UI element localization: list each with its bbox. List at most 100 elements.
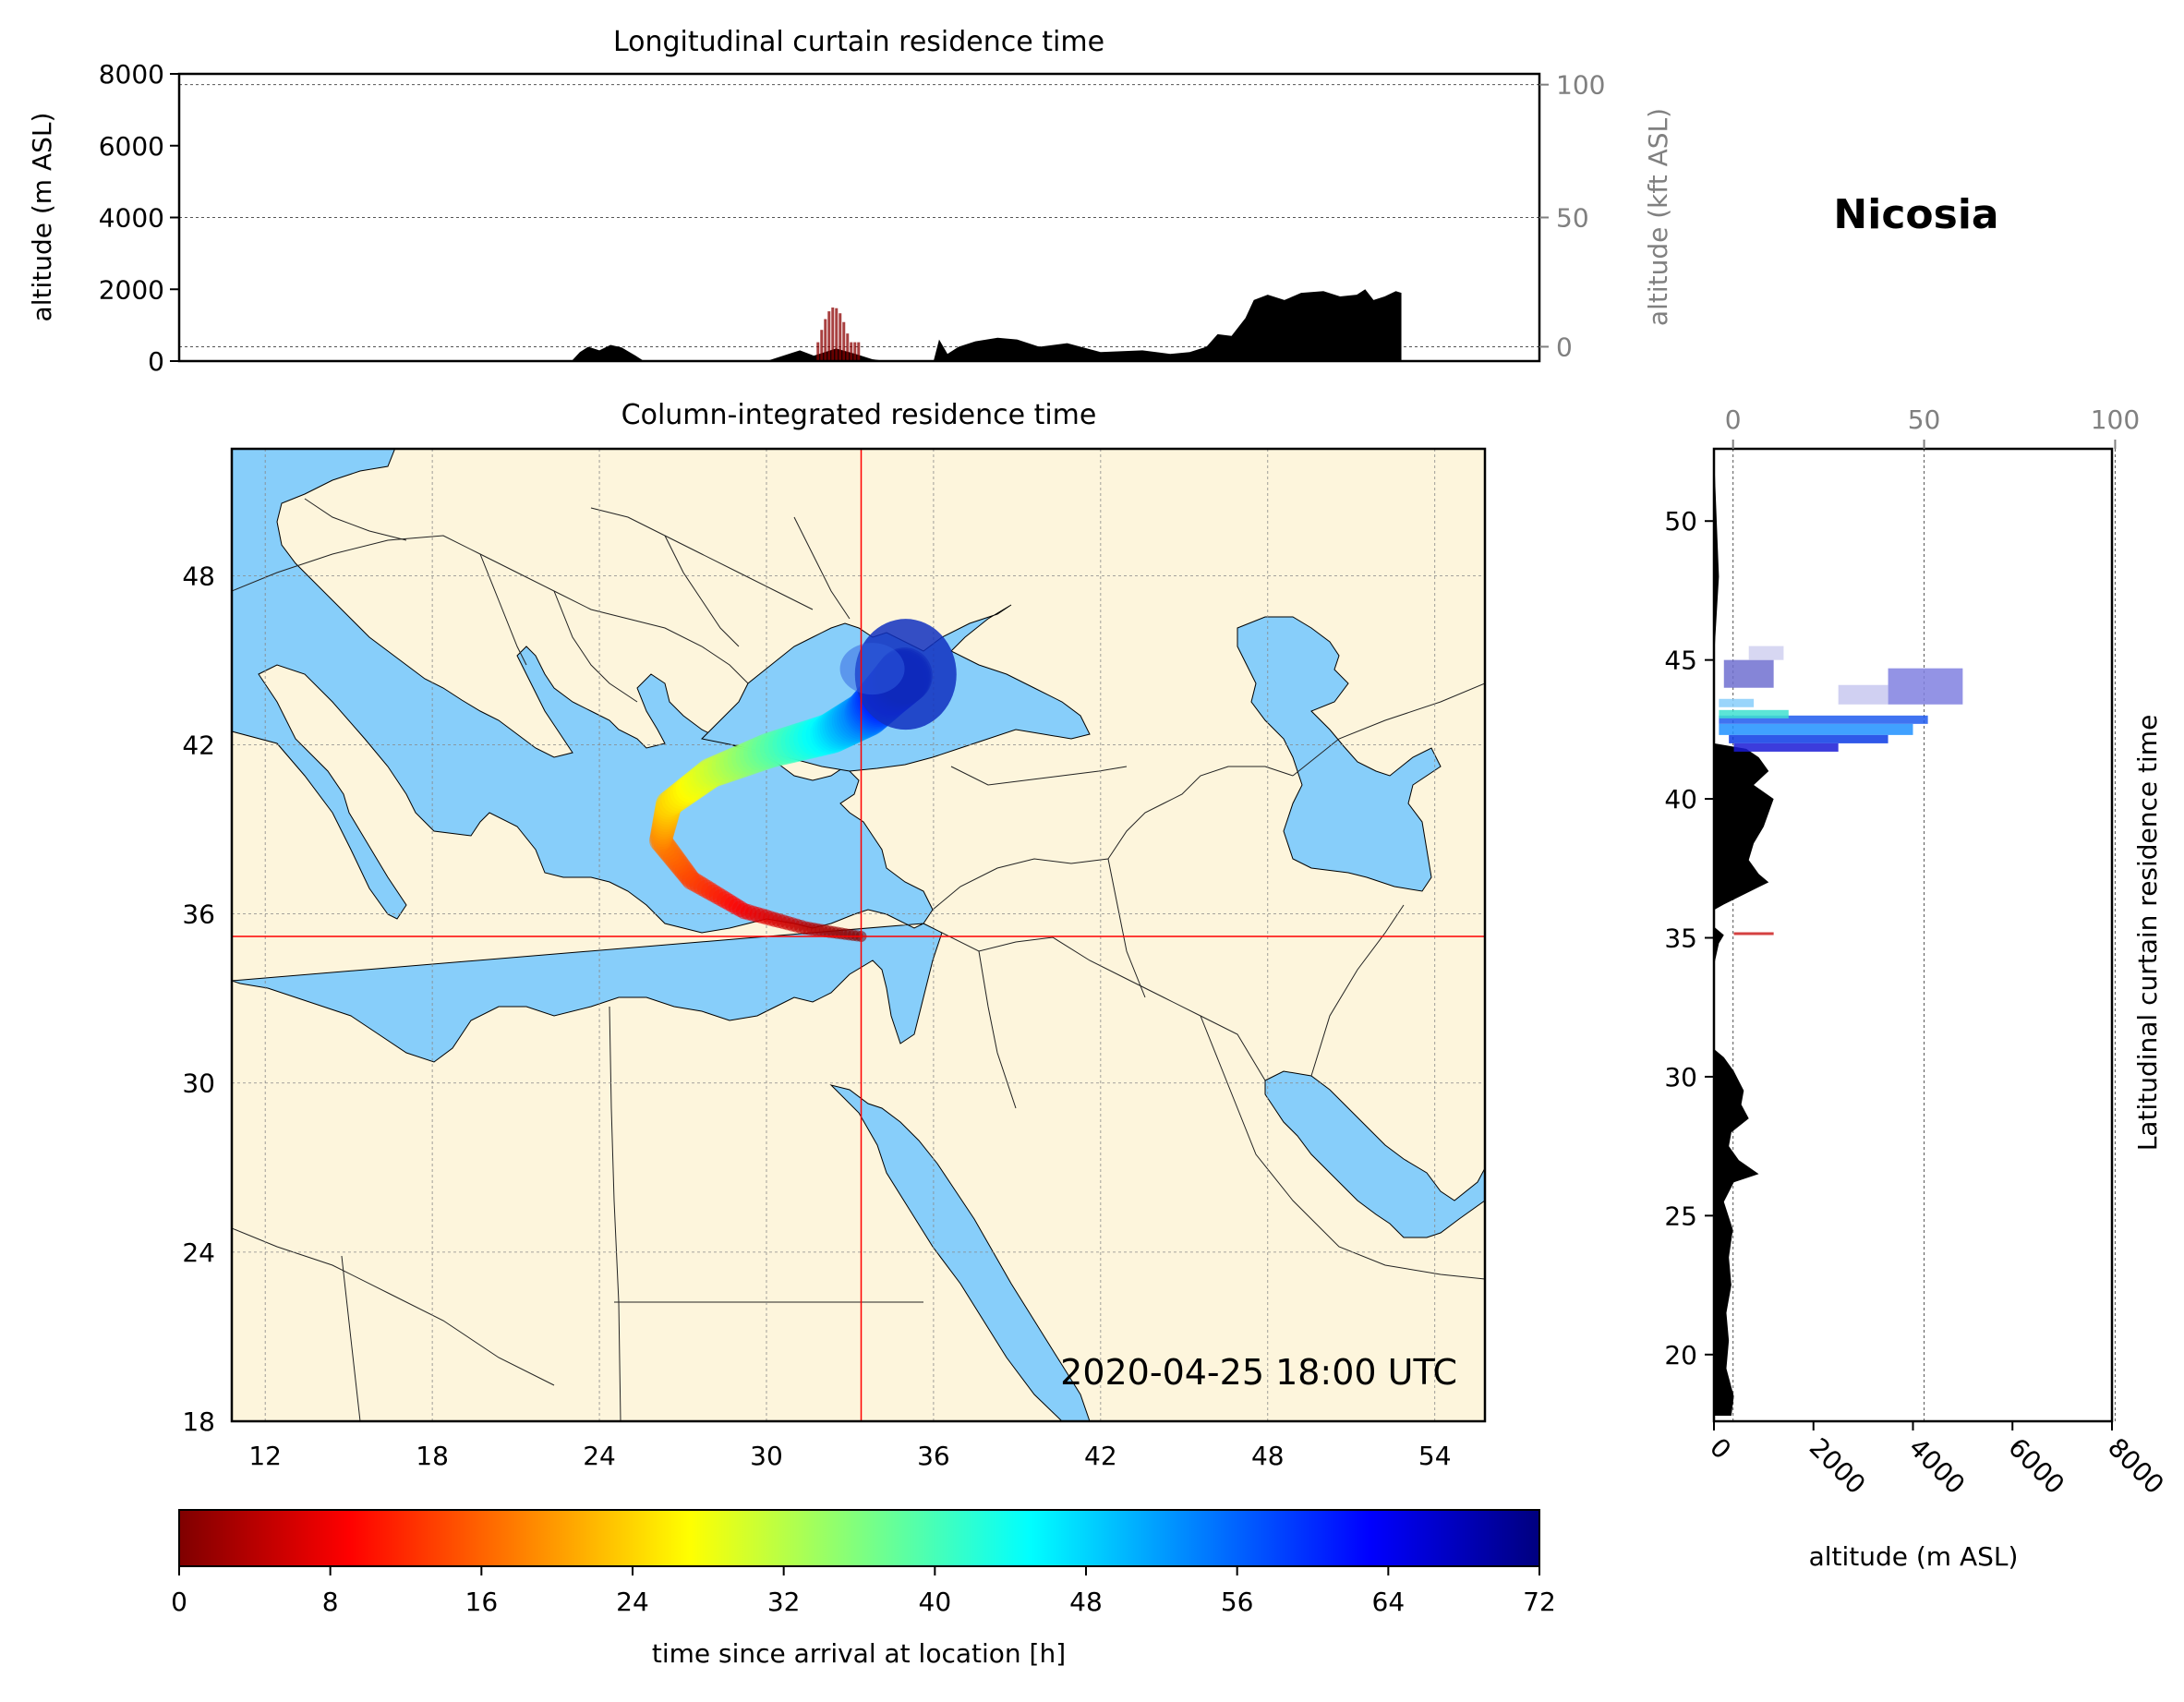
map-y-tick-label: 42 bbox=[182, 730, 215, 760]
lat-tick-label: 35 bbox=[1664, 923, 1697, 954]
map-x-tick-label: 42 bbox=[1084, 1441, 1117, 1471]
colorbar-tick-label: 8 bbox=[322, 1587, 339, 1617]
alt-tick-label: 2000 bbox=[1804, 1432, 1872, 1501]
alt-tick-label: 8000 bbox=[2102, 1432, 2170, 1501]
map-x-tick-label: 24 bbox=[583, 1441, 616, 1471]
residence-cell bbox=[835, 308, 839, 361]
map-y-ticks: 18 24 30 36 42 48 bbox=[182, 561, 215, 1437]
persian-gulf bbox=[1264, 1070, 1485, 1238]
residence-plume bbox=[649, 619, 957, 943]
longitudinal-curtain-panel: Longitudinal curtain residence time 0 200… bbox=[27, 26, 1673, 377]
residence-cell bbox=[820, 330, 824, 361]
right-gridlines bbox=[1732, 449, 2116, 1421]
map-y-tick-label: 24 bbox=[182, 1237, 215, 1268]
residence-cell bbox=[816, 342, 820, 361]
residence-cell bbox=[831, 307, 835, 361]
alt-tick-label: 6000 bbox=[2002, 1432, 2070, 1501]
column-integrated-panel: Column-integrated residence time bbox=[182, 399, 1487, 1471]
valid-time-label: 2020-04-25 18:00 UTC bbox=[1060, 1352, 1457, 1393]
y-tick-label: 0 bbox=[148, 346, 164, 377]
station-name: Nicosia bbox=[1833, 191, 1998, 238]
colorbar-tick-label: 56 bbox=[1221, 1587, 1254, 1617]
plume-fringe bbox=[839, 643, 905, 695]
longitudinal-residence-cells bbox=[816, 307, 861, 361]
latitudinal-terrain-area bbox=[1714, 452, 1774, 1416]
map-x-tick-label: 12 bbox=[248, 1441, 282, 1471]
country-borders bbox=[232, 498, 1485, 1421]
residence-band bbox=[1723, 659, 1774, 688]
lat-tick-label: 50 bbox=[1664, 506, 1697, 537]
kft-tick-label: 100 bbox=[2091, 404, 2140, 435]
map-x-tick-label: 18 bbox=[416, 1441, 449, 1471]
residence-cell bbox=[842, 321, 846, 361]
latitudinal-x-ticks: 0 2000 4000 6000 8000 bbox=[1704, 1421, 2170, 1500]
latitudinal-xlabel: altitude (m ASL) bbox=[1809, 1541, 2019, 1572]
kft-tick-label: 0 bbox=[1725, 404, 1742, 435]
longitudinal-ylabel: altitude (m ASL) bbox=[27, 113, 57, 322]
longitudinal-ylabel-right: altitude (kft ASL) bbox=[1643, 108, 1673, 326]
map-y-tick-label: 36 bbox=[182, 899, 215, 930]
map-x-tick-label: 48 bbox=[1251, 1441, 1285, 1471]
y-tick-label: 8000 bbox=[99, 59, 164, 90]
longitudinal-terrain-area bbox=[501, 289, 1402, 361]
colorbar-tick-label: 16 bbox=[465, 1587, 499, 1617]
colorbar: 0 8 16 24 32 40 48 56 64 72 time since arrival at… bbox=[171, 1509, 1556, 1669]
map-x-ticks: 12 18 24 30 36 42 48 54 bbox=[248, 1441, 1451, 1471]
residence-band bbox=[1733, 932, 1774, 935]
residence-band bbox=[1719, 715, 1928, 724]
map-y-tick-label: 30 bbox=[182, 1068, 215, 1099]
y-right-tick-label: 100 bbox=[1556, 70, 1605, 101]
colorbar-gradient bbox=[178, 1509, 1540, 1567]
y-tick-label: 2000 bbox=[99, 274, 164, 305]
colorbar-tick-label: 72 bbox=[1523, 1587, 1556, 1617]
residence-cell bbox=[857, 342, 861, 361]
kft-tick-label: 50 bbox=[1908, 404, 1941, 435]
caspian-sea bbox=[1237, 616, 1442, 892]
lat-tick-label: 30 bbox=[1664, 1062, 1697, 1092]
longitudinal-y-ticks: 0 2000 4000 6000 8000 bbox=[99, 59, 179, 377]
latitudinal-x-ticks-top: 0 50 100 bbox=[1725, 404, 2140, 449]
map-x-tick-label: 30 bbox=[750, 1441, 783, 1471]
red-sea bbox=[829, 1084, 1091, 1421]
residence-band bbox=[1719, 723, 1913, 735]
y-tick-label: 6000 bbox=[99, 131, 164, 162]
residence-cell bbox=[853, 342, 857, 361]
y-right-tick-label: 50 bbox=[1556, 203, 1589, 234]
residence-cell bbox=[827, 311, 831, 361]
column-integrated-title: Column-integrated residence time bbox=[621, 399, 1097, 431]
lat-tick-label: 20 bbox=[1664, 1340, 1697, 1370]
colorbar-tick-label: 32 bbox=[767, 1587, 801, 1617]
longitudinal-curtain-title: Longitudinal curtain residence time bbox=[613, 26, 1104, 58]
alt-tick-label: 4000 bbox=[1903, 1432, 1972, 1501]
residence-band bbox=[1729, 734, 1888, 743]
colorbar-tick-label: 24 bbox=[616, 1587, 649, 1617]
colorbar-label: time since arrival at location [h] bbox=[652, 1638, 1066, 1669]
latitudinal-ylabel: Latitudinal curtain residence time bbox=[2132, 715, 2163, 1152]
lat-tick-label: 25 bbox=[1664, 1201, 1697, 1231]
map-y-tick-label: 48 bbox=[182, 561, 215, 591]
colorbar-ticks: 0 8 16 24 32 40 48 56 64 72 bbox=[171, 1566, 1556, 1617]
residence-cell bbox=[824, 319, 827, 361]
colorbar-tick-label: 0 bbox=[171, 1587, 187, 1617]
lat-tick-label: 40 bbox=[1664, 784, 1697, 815]
map-x-tick-label: 54 bbox=[1418, 1441, 1452, 1471]
map-frame bbox=[230, 447, 1487, 1423]
residence-band bbox=[1733, 742, 1839, 752]
map-gridlines bbox=[232, 449, 1485, 1421]
map-x-tick-label: 36 bbox=[917, 1441, 950, 1471]
longitudinal-y-ticks-right: 0 50 100 bbox=[1539, 70, 1605, 362]
y-right-tick-label: 0 bbox=[1556, 332, 1573, 362]
residence-cell bbox=[846, 333, 850, 361]
residence-band bbox=[1748, 646, 1784, 660]
colorbar-tick-label: 40 bbox=[919, 1587, 952, 1617]
residence-band bbox=[1838, 684, 1888, 705]
residence-band bbox=[1719, 709, 1789, 718]
residence-cell bbox=[850, 342, 853, 361]
colorbar-tick-label: 64 bbox=[1372, 1587, 1406, 1617]
residence-band bbox=[1719, 698, 1755, 707]
residence-cell bbox=[839, 313, 842, 361]
colorbar-tick-label: 48 bbox=[1069, 1587, 1103, 1617]
latitudinal-residence-bands bbox=[1719, 646, 1963, 935]
